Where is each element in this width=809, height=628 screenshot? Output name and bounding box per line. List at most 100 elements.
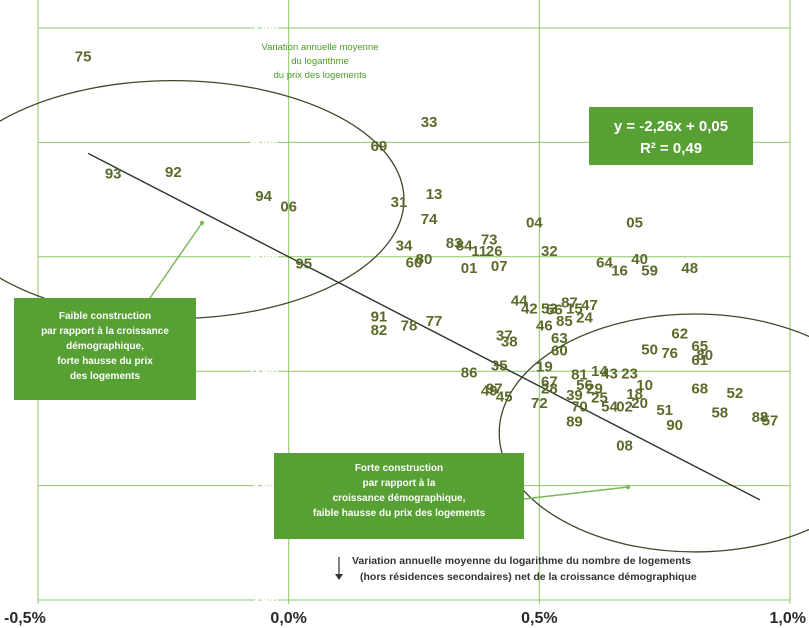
point-label-16: 16: [611, 263, 628, 280]
point-label-50: 50: [641, 341, 658, 358]
regression-equation-box: y = -2,26x + 0,05 R² = 0,49: [589, 107, 753, 165]
annotation-box-1-background: [14, 298, 196, 400]
point-label-52: 52: [727, 385, 744, 402]
y-tick-label-5: 7%: [250, 18, 279, 40]
point-label-38: 38: [501, 333, 518, 350]
point-label-72: 72: [531, 395, 548, 412]
point-label-88: 88: [752, 409, 769, 426]
point-label-63: 63: [551, 330, 568, 347]
point-label-53: 53: [541, 300, 558, 317]
point-label-37: 37: [496, 328, 513, 345]
point-label-26: 26: [486, 243, 503, 260]
point-label-83: 83: [446, 235, 463, 252]
point-label-25: 25: [591, 390, 608, 407]
point-label-68: 68: [691, 380, 708, 397]
x-title-line-1: Variation annuelle moyenne du logarithme…: [352, 555, 691, 567]
y-tick-label-2: 4%: [250, 361, 279, 383]
point-label-75: 75: [75, 49, 92, 66]
point-label-39: 39: [566, 387, 583, 404]
point-label-60: 60: [406, 255, 423, 272]
point-label-87: 87: [561, 295, 578, 312]
x-title-line-2: (hors résidences secondaires) net de la …: [360, 571, 697, 583]
point-label-15: 15: [566, 300, 583, 317]
point-label-57: 57: [762, 412, 779, 429]
point-label-54: 54: [601, 399, 618, 416]
point-label-94: 94: [255, 188, 272, 205]
annotation-2-pointer: [523, 486, 629, 500]
point-label-58: 58: [711, 404, 728, 421]
point-label-13: 13: [426, 186, 443, 203]
regression-r2: R² = 0,49: [640, 140, 702, 157]
annotation-box-low-construction: Faible construction par rapport à la cro…: [14, 298, 196, 400]
x-title-arrow-head: [335, 574, 343, 580]
point-label-02: 02: [616, 399, 633, 416]
point-label-33: 33: [421, 114, 438, 131]
point-label-05: 05: [626, 214, 643, 231]
point-label-46: 46: [536, 317, 553, 334]
point-label-89: 89: [566, 414, 583, 431]
annotation-2-line-3: croissance démographique,: [333, 493, 466, 504]
point-label-64: 64: [596, 255, 613, 272]
point-label-67: 67: [541, 373, 558, 390]
point-label-35: 35: [491, 357, 508, 374]
point-label-43: 43: [601, 365, 618, 382]
point-label-77: 77: [426, 313, 443, 330]
point-label-59: 59: [641, 263, 658, 280]
annotation-1-pointer-dot: [199, 220, 205, 226]
annotation-2-line-1: Forte construction: [355, 463, 443, 474]
point-label-20: 20: [631, 395, 648, 412]
point-label-97: 97: [486, 380, 503, 397]
point-label-18: 18: [626, 386, 643, 403]
y-tick-label-1: 3%: [250, 476, 279, 498]
point-label-84: 84: [456, 237, 473, 254]
point-label-11: 11: [471, 243, 487, 260]
point-label-61: 61: [691, 352, 708, 369]
y-title-line-2: du logarithme: [291, 56, 349, 67]
point-label-44: 44: [511, 292, 528, 309]
point-label-90: 90: [666, 417, 683, 434]
point-label-24: 24: [576, 309, 593, 326]
annotation-box-high-construction: Forte construction par rapport à la croi…: [274, 453, 524, 539]
y-axis-ticks: 2% 3% 4% 5% 6% 7%: [250, 18, 279, 612]
annotation-1-line-5: des logements: [70, 371, 140, 382]
point-label-42: 42: [521, 300, 538, 317]
point-label-81: 81: [571, 367, 588, 384]
annotation-2-line-4: faible hausse du prix des logements: [313, 508, 486, 519]
point-label-40: 40: [631, 251, 648, 268]
point-label-92: 92: [165, 164, 182, 181]
annotation-box-2-background: [274, 453, 524, 539]
point-label-56: 56: [576, 377, 593, 394]
y-title-line-1: Variation annuelle moyenne: [261, 42, 378, 53]
y-tick-label-3: 5%: [250, 247, 279, 269]
point-label-95: 95: [295, 256, 312, 273]
point-label-23: 23: [621, 365, 638, 382]
point-label-62: 62: [671, 325, 688, 342]
point-label-85: 85: [556, 313, 573, 330]
point-label-91: 91: [371, 308, 388, 325]
point-label-49: 49: [481, 383, 498, 400]
annotation-2-pointer-dot: [625, 484, 631, 490]
x-tick-label-1: 0,0%: [270, 610, 306, 627]
annotation-1-pointer: [149, 222, 203, 299]
annotation-1-line-3: démographique,: [66, 341, 144, 352]
point-label-01: 01: [461, 260, 478, 277]
x-tick-label-0: -0,5%: [4, 610, 46, 627]
annotation-1-line-1: Faible construction: [59, 311, 151, 322]
point-label-28: 28: [541, 380, 558, 397]
point-label-14: 14: [591, 363, 608, 380]
point-label-47: 47: [581, 297, 598, 314]
point-label-04: 04: [526, 214, 543, 231]
point-label-82: 82: [371, 322, 388, 339]
point-label-80: 80: [416, 251, 433, 268]
point-label-86: 86: [461, 364, 478, 381]
point-label-07: 07: [491, 258, 508, 275]
x-axis-title: Variation annuelle moyenne du logarithme…: [335, 555, 697, 583]
point-label-45: 45: [496, 388, 513, 405]
point-label-29: 29: [586, 380, 603, 397]
point-label-06: 06: [280, 198, 297, 215]
x-axis-ticks: -0,5% 0,0% 0,5% 1,0%: [4, 610, 806, 627]
point-label-74: 74: [421, 211, 438, 228]
point-label-10: 10: [636, 377, 653, 394]
point-label-78: 78: [401, 317, 418, 334]
